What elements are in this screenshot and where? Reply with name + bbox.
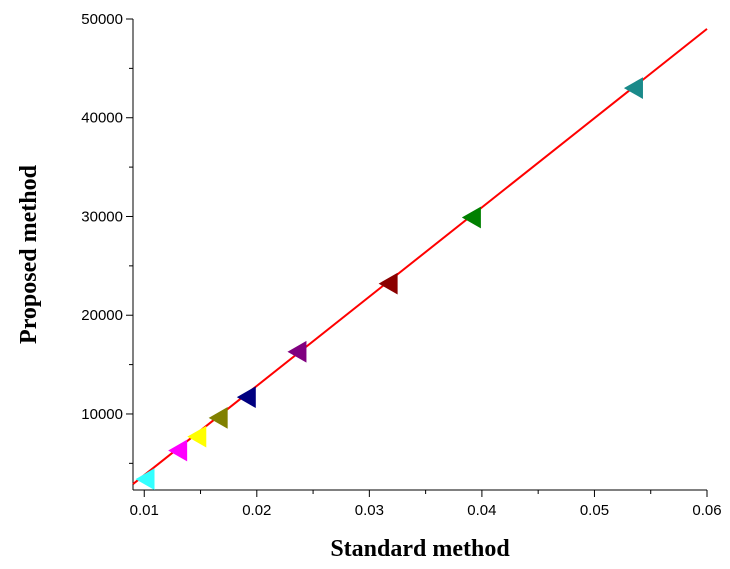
y-tick-label: 30000 <box>81 208 123 225</box>
data-point <box>208 407 228 429</box>
x-ticks: 0.01 0.02 0.03 0.04 0.05 0.06 <box>130 490 722 519</box>
data-point <box>168 439 188 462</box>
x-tick-label: 0.04 <box>467 502 496 519</box>
x-tick-label: 0.01 <box>130 502 159 519</box>
data-point <box>623 77 643 99</box>
y-tick-label: 20000 <box>81 307 123 324</box>
data-point <box>135 468 155 490</box>
y-axis-title: Proposed method <box>16 164 42 344</box>
x-axis-title: Standard method <box>330 536 510 562</box>
y-tick-label: 40000 <box>81 110 123 127</box>
data-points <box>135 77 643 490</box>
data-point <box>187 425 207 448</box>
x-tick-label: 0.06 <box>692 502 721 519</box>
x-tick-label: 0.05 <box>580 502 609 519</box>
y-ticks: 10000 20000 30000 40000 50000 <box>81 11 133 464</box>
x-tick-label: 0.02 <box>242 502 271 519</box>
y-tick-label: 10000 <box>81 406 123 423</box>
data-point <box>461 206 481 229</box>
x-tick-label: 0.03 <box>355 502 384 519</box>
y-tick-label: 50000 <box>81 11 123 28</box>
fit-line <box>132 28 708 485</box>
data-point <box>287 340 307 363</box>
data-point <box>378 272 398 295</box>
data-point <box>236 386 256 409</box>
